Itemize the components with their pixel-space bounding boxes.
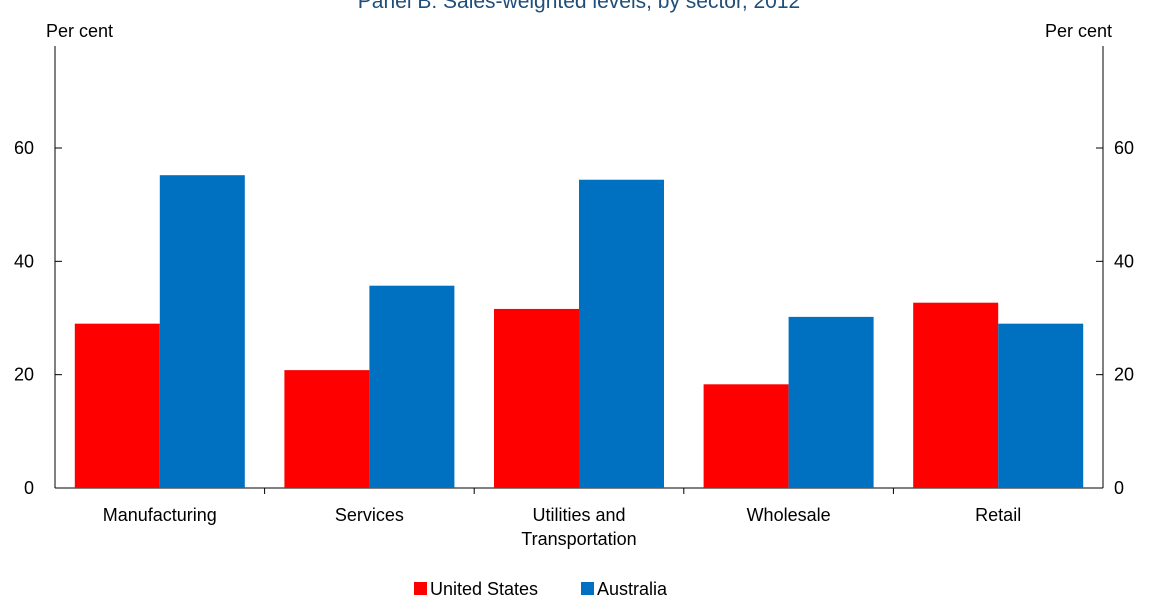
x-tick-label: Retail xyxy=(975,505,1021,525)
legend-label-united-states: United States xyxy=(430,579,538,598)
bar-australia-4 xyxy=(998,323,1084,488)
bar-australia-0 xyxy=(159,175,245,488)
y-tick-label-right: 40 xyxy=(1114,251,1134,271)
y-tick-label-right: 60 xyxy=(1114,138,1134,158)
x-tick-label: Wholesale xyxy=(747,505,831,525)
bar-united-states-4 xyxy=(913,302,999,488)
bar-united-states-2 xyxy=(494,308,579,488)
bar-australia-3 xyxy=(788,316,874,488)
y-tick-label-left: 20 xyxy=(14,365,34,385)
legend-swatch-australia xyxy=(581,582,594,595)
y-tick-label-left: 0 xyxy=(24,478,34,498)
y-axis-label-right: Per cent xyxy=(1045,21,1112,41)
bar-australia-2 xyxy=(579,179,664,488)
legend: United States Australia xyxy=(414,579,668,599)
x-tick-label: Services xyxy=(335,505,404,525)
y-tick-label-right: 0 xyxy=(1114,478,1124,498)
legend-label-australia: Australia xyxy=(597,579,668,598)
bar-united-states-1 xyxy=(284,370,370,488)
x-tick-label: Manufacturing xyxy=(103,505,217,525)
y-axis-label-left: Per cent xyxy=(46,21,113,41)
bars xyxy=(74,175,1084,488)
bar-united-states-0 xyxy=(74,323,160,488)
bar-australia-1 xyxy=(369,285,455,488)
x-tick-labels: Manufacturing Services Utilities and Transp… xyxy=(103,505,1021,549)
y-tick-label-left: 40 xyxy=(14,251,34,271)
chart-title: Panel B: Sales-weighted levels, by secto… xyxy=(358,0,800,13)
y-tick-label-left: 60 xyxy=(14,138,34,158)
bar-united-states-3 xyxy=(703,384,789,488)
x-tick-label: Utilities and Transportation xyxy=(521,505,636,549)
y-tick-label-right: 20 xyxy=(1114,365,1134,385)
legend-swatch-united-states xyxy=(414,582,427,595)
